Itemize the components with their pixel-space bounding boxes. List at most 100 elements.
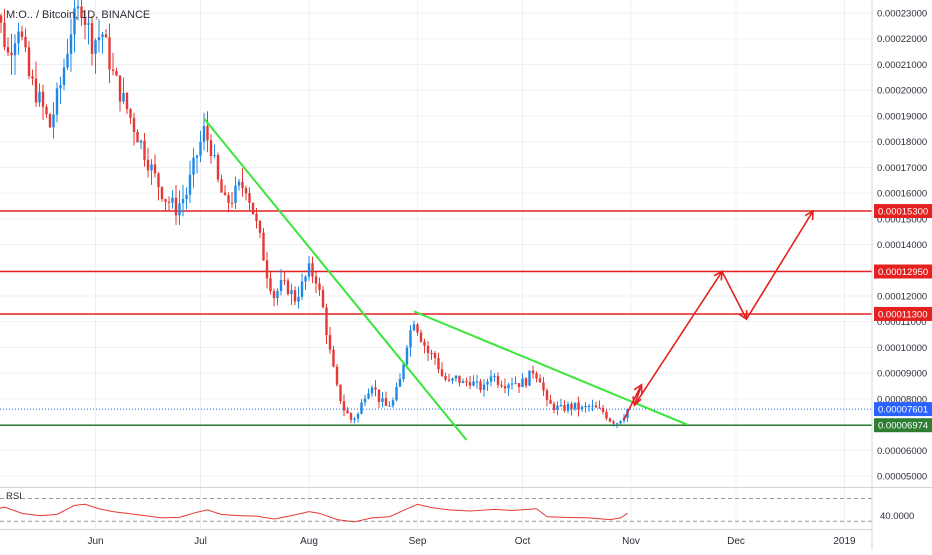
candle-body xyxy=(300,281,304,297)
y-tick-label: 0.00006000 xyxy=(877,446,927,457)
candle-body xyxy=(192,157,195,175)
candle-body xyxy=(97,37,101,41)
price-tags: 0.00015300 0.00012950 0.00011300 0.00006974… xyxy=(874,204,932,433)
candle-body xyxy=(174,197,178,216)
x-tick-label: Jun xyxy=(87,536,103,547)
candle-body xyxy=(132,117,136,132)
candle-body xyxy=(486,381,489,385)
candle-body xyxy=(111,69,115,71)
y-tick-label: 0.00020000 xyxy=(877,86,927,97)
candle-body xyxy=(524,378,528,386)
candle-body xyxy=(360,402,363,414)
candle-body xyxy=(531,370,535,374)
candle-body xyxy=(94,40,97,54)
candle-body xyxy=(577,402,580,410)
candle-body xyxy=(314,276,318,284)
candle-body xyxy=(423,341,426,346)
candle-body xyxy=(339,384,342,402)
candle-body xyxy=(542,382,545,391)
candle-body xyxy=(384,398,388,406)
candle-body xyxy=(62,67,66,86)
candle-body xyxy=(472,381,475,386)
y-tick-label: 0.00017000 xyxy=(877,163,927,174)
candle-body xyxy=(328,335,332,350)
candle-body xyxy=(584,406,587,408)
candle-body xyxy=(237,181,241,186)
candle-body xyxy=(262,232,265,261)
candle-body xyxy=(171,197,174,203)
candle-body xyxy=(552,403,556,410)
grid xyxy=(0,0,872,529)
projection-segment xyxy=(745,210,814,320)
projection-segment xyxy=(633,271,723,406)
candle-body xyxy=(559,405,563,407)
y-tick-label: 0.00022000 xyxy=(877,34,927,45)
candle-body xyxy=(370,387,374,394)
rsi-line xyxy=(0,503,628,523)
candle-body xyxy=(276,290,279,299)
projection-segment xyxy=(721,271,748,320)
candle-body xyxy=(479,381,482,390)
candle-body xyxy=(409,330,412,348)
candle-body xyxy=(573,402,577,409)
candle-body xyxy=(157,173,160,188)
candle-body xyxy=(272,291,276,299)
candle-body xyxy=(444,376,447,380)
candle-body xyxy=(10,52,13,56)
candle-body xyxy=(216,155,220,180)
candle-body xyxy=(398,378,402,387)
candle-body xyxy=(41,91,45,107)
candle-body xyxy=(297,296,300,302)
candle-body xyxy=(374,387,377,390)
y-tick-label: 0.00010000 xyxy=(877,343,927,354)
candle-body xyxy=(493,376,496,378)
candle-body xyxy=(290,290,293,295)
candle-body xyxy=(188,174,192,195)
candle-body xyxy=(612,421,615,424)
symbol-title: M:O.. / Bitcoin, 1D, BINANCE xyxy=(6,9,150,21)
horizontal-levels xyxy=(0,210,872,426)
candle-body xyxy=(412,324,416,331)
candle-body xyxy=(451,378,454,381)
level-tag: 0.00011300 xyxy=(878,309,928,320)
y-axis-ticks: 0.00023000 0.00022000 0.00021000 0.00020000… xyxy=(877,9,927,483)
candle-body xyxy=(304,276,307,282)
candle-body xyxy=(150,164,153,171)
candle-body xyxy=(538,378,542,383)
candle-body xyxy=(227,195,230,203)
candle-body xyxy=(619,420,622,424)
candle-body xyxy=(223,192,227,196)
x-tick-label: Nov xyxy=(622,536,640,547)
candle-body xyxy=(437,358,440,370)
y-tick-label: 0.00011000 xyxy=(877,317,927,328)
projection-arrowhead xyxy=(804,209,814,221)
candle-body xyxy=(521,378,524,388)
candle-body xyxy=(206,125,209,141)
candle-body xyxy=(447,379,451,381)
y-tick-label: 0.00023000 xyxy=(877,9,927,20)
candle-body xyxy=(27,47,31,77)
candle-body xyxy=(307,263,311,277)
candle-body xyxy=(349,413,353,420)
candle-body xyxy=(454,375,458,379)
candle-body xyxy=(489,376,493,382)
candle-body xyxy=(346,410,349,414)
candle-body xyxy=(507,384,510,389)
candle-body xyxy=(591,405,594,407)
level-tag: 0.00012950 xyxy=(878,267,928,278)
candle-body xyxy=(6,47,10,53)
candle-body xyxy=(353,418,356,420)
y-tick-label: 0.00019000 xyxy=(877,111,927,122)
candle-body xyxy=(76,6,80,9)
candle-body xyxy=(234,185,237,204)
candle-body xyxy=(461,381,465,384)
candle-body xyxy=(17,31,20,44)
candle-body xyxy=(178,203,181,216)
level-tag-bg xyxy=(874,306,932,321)
candle-body xyxy=(69,34,73,54)
candle-body xyxy=(605,411,608,419)
candle-body xyxy=(265,260,269,279)
candle-body xyxy=(258,221,262,233)
